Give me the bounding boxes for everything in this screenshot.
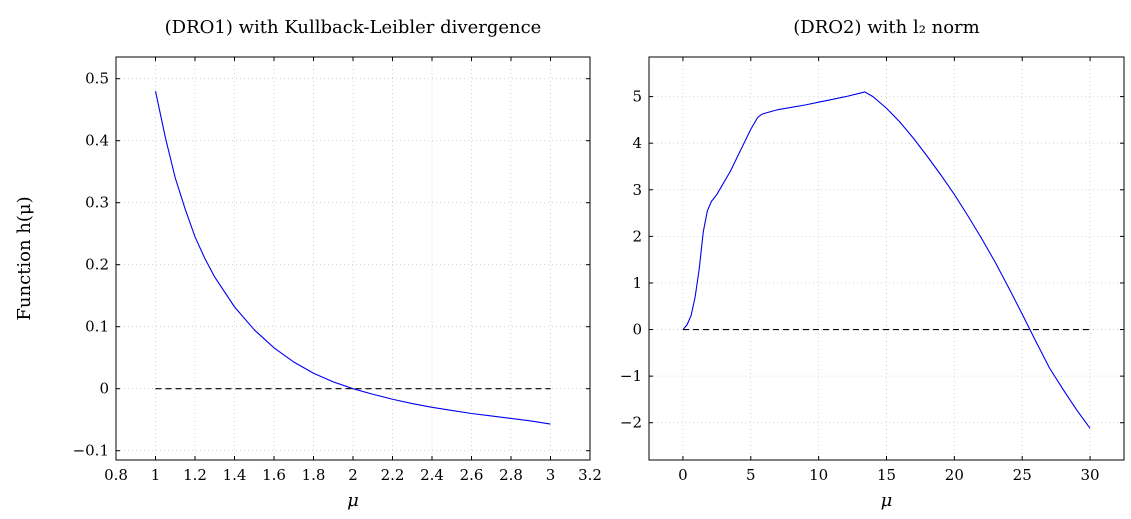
x-tick-label: 2.2: [381, 466, 405, 484]
y-tick-label: −0.1: [73, 442, 109, 460]
x-tick-label: 1: [151, 466, 161, 484]
x-tick-label: 1.8: [302, 466, 326, 484]
y-tick-label: 4: [632, 134, 642, 152]
y-tick-label: 0.4: [85, 132, 109, 150]
x-tick-label: 0.8: [104, 466, 128, 484]
chart-title: (DRO1) with Kullback-Leibler divergence: [165, 17, 542, 38]
x-tick-label: 15: [877, 466, 896, 484]
y-tick-label: 0: [99, 380, 109, 398]
chart-panel-2: 0 5 10 15 20 25 30 −2 −1 0 1 2 3 4 5 (DRO2) with l₂ nor…: [620, 17, 1125, 511]
chart-panel-1: 0.8 1 1.2 1.4 1.6 1.8 2 2.2 2.4 2.6 2.8 3 3.2 −0.1 0 0.…: [14, 17, 602, 511]
x-tick-label: 30: [1081, 466, 1100, 484]
x-tick-label: 3.2: [578, 466, 602, 484]
x-tick-label: 2.6: [460, 466, 484, 484]
x-tick-label: 2: [348, 466, 358, 484]
x-tick-label: 5: [746, 466, 756, 484]
y-axis-label: Function h(μ): [14, 196, 35, 320]
x-axis-label: μ: [347, 490, 359, 511]
x-tick-label: 1.2: [183, 466, 207, 484]
x-tick-label: 0: [678, 466, 688, 484]
x-tick-label: 3: [546, 466, 556, 484]
series-line-h: [682, 91, 1091, 429]
y-tick-label: −1: [620, 367, 642, 385]
y-tick-label: 3: [632, 181, 642, 199]
x-tick-label: 1.4: [223, 466, 247, 484]
y-tick-label: 2: [632, 227, 642, 245]
chart-title: (DRO2) with l₂ norm: [793, 17, 979, 38]
x-axis-label: μ: [881, 490, 893, 511]
y-tick-label: 0.5: [85, 70, 109, 88]
x-tick-label: 1.6: [262, 466, 286, 484]
series-line-h: [154, 90, 551, 425]
y-tick-label: 0: [632, 321, 642, 339]
x-tick-label: 2.4: [420, 466, 444, 484]
y-tick-label: 5: [632, 88, 642, 106]
x-tick-label: 25: [1013, 466, 1032, 484]
y-tick-label: −2: [620, 414, 642, 432]
y-tick-label: 1: [632, 274, 642, 292]
x-tick-label: 10: [809, 466, 828, 484]
x-tick-label: 20: [945, 466, 964, 484]
y-tick-label: 0.1: [85, 318, 109, 336]
y-tick-label: 0.3: [85, 194, 109, 212]
x-tick-label: 2.8: [499, 466, 523, 484]
y-tick-label: 0.2: [85, 256, 109, 274]
